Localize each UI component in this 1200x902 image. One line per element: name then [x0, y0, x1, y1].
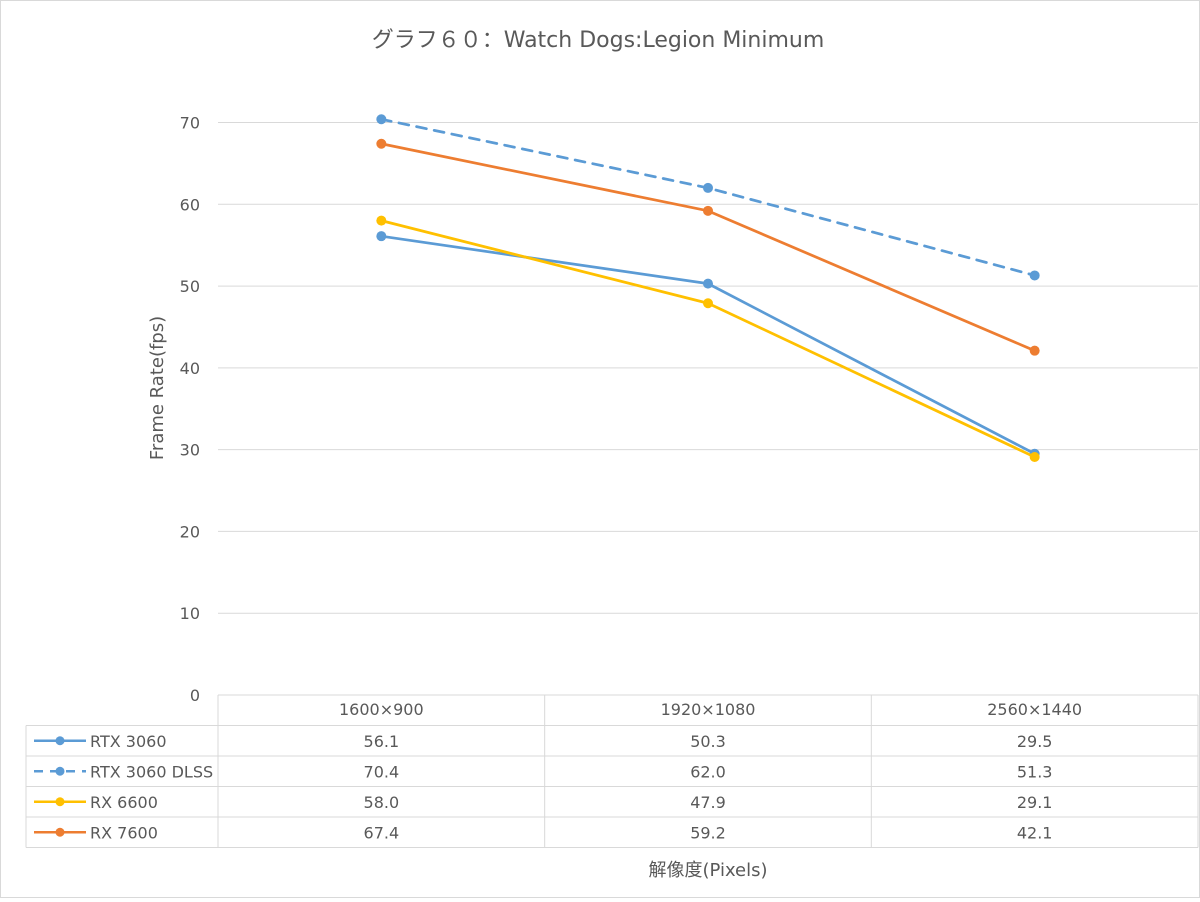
data-point: [1029, 345, 1040, 356]
legend-key-marker: [55, 797, 65, 807]
y-tick-label: 10: [180, 604, 200, 623]
data-point: [1029, 452, 1040, 463]
y-tick-label: 30: [180, 441, 200, 460]
legend-entry: RX 6600: [90, 793, 158, 812]
data-point: [703, 278, 713, 289]
table-cell-value: 70.4: [364, 762, 400, 781]
data-point: [703, 205, 713, 216]
y-axis-label: Frame Rate(fps): [147, 316, 168, 460]
data-point: [376, 138, 387, 149]
legend-key-marker: [55, 736, 65, 746]
x-tick-label: 1600×900: [339, 700, 424, 719]
data-point: [376, 114, 387, 125]
data-point: [703, 182, 713, 193]
table-cell-value: 51.3: [1017, 762, 1053, 781]
table-cell-value: 58.0: [364, 793, 400, 812]
y-tick-label: 40: [180, 359, 200, 378]
data-table: 1600×900 1920×1080 2560×1440 RTX 3060 56.1 50…: [25, 694, 1199, 848]
x-tick-label: 1920×1080: [661, 700, 756, 719]
series-lines: [376, 114, 1040, 463]
y-tick-label: 70: [180, 114, 200, 133]
legend-key-marker: [55, 827, 65, 837]
x-tick-label: 2560×1440: [987, 700, 1082, 719]
x-axis-label: 解像度(Pixels): [648, 860, 767, 881]
data-point: [376, 231, 387, 242]
table-cell-value: 56.1: [364, 732, 400, 751]
table-cell-value: 67.4: [364, 823, 400, 842]
legend-entry: RTX 3060: [90, 732, 167, 751]
legend-entry: RTX 3060 DLSS: [90, 762, 213, 781]
y-tick-label: 20: [180, 522, 200, 541]
table-cell-value: 59.2: [690, 823, 726, 842]
table-cell-value: 29.5: [1017, 732, 1053, 751]
y-tick-label: 0: [190, 686, 200, 705]
table-cell-value: 29.1: [1017, 793, 1053, 812]
data-point: [376, 215, 387, 226]
legend-entry: RX 7600: [90, 823, 158, 842]
table-cell-value: 42.1: [1017, 823, 1053, 842]
y-tick-label: 60: [180, 195, 200, 214]
data-point: [1029, 270, 1040, 281]
y-axis-ticks: 0 10 20 30 40 50 60 70: [180, 114, 200, 706]
legend-key-marker: [55, 766, 65, 776]
data-point: [703, 298, 713, 309]
table-cell-value: 62.0: [690, 762, 726, 781]
chart-title: グラフ６０：Watch Dogs:Legion Minimum: [372, 28, 825, 53]
table-cell-value: 50.3: [690, 732, 726, 751]
y-tick-label: 50: [180, 277, 200, 296]
table-cell-value: 47.9: [690, 793, 726, 812]
